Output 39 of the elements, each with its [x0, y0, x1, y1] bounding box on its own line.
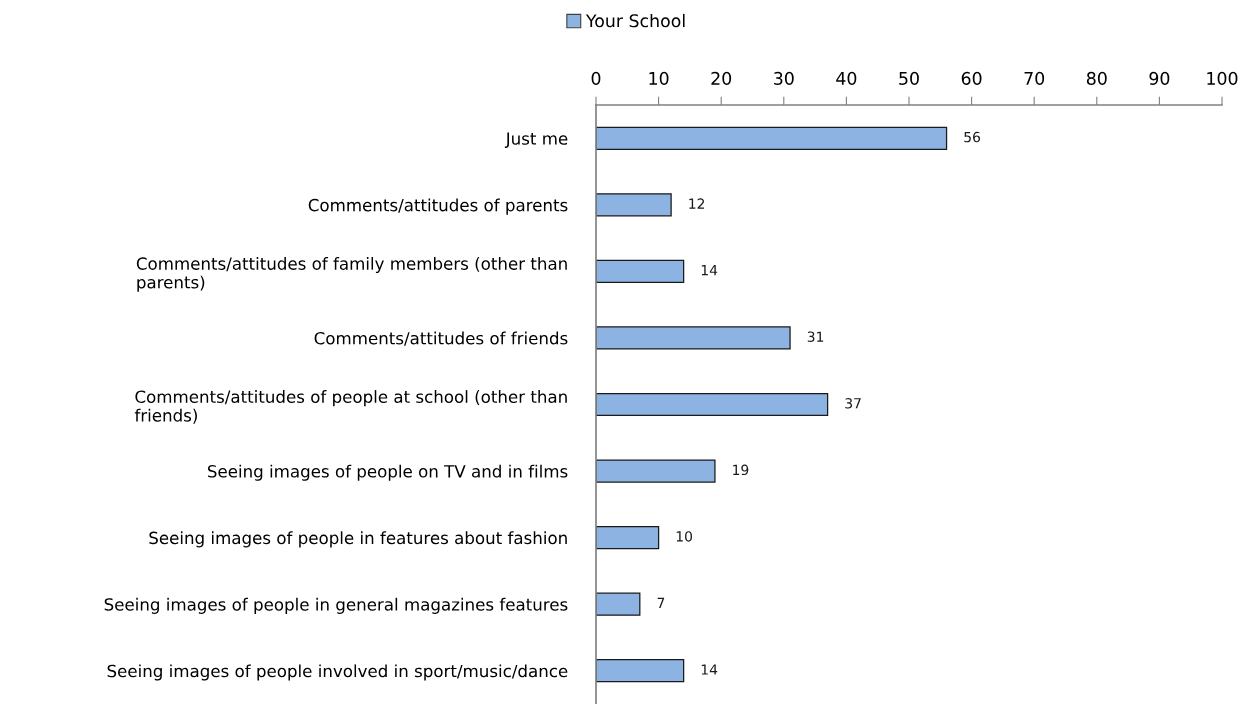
bar	[596, 126, 948, 150]
bar	[596, 392, 829, 417]
x-tick-label: 0	[591, 71, 601, 85]
y-tick-label: Seeing images of people in general magazines features	[104, 597, 568, 614]
x-tick-label: 40	[836, 71, 857, 85]
x-tick-label: 30	[774, 71, 794, 85]
bar	[596, 659, 685, 683]
y-tick-label: Comments/attitudes of friends	[314, 331, 568, 346]
data-label: 31	[807, 331, 824, 342]
bar	[596, 326, 791, 350]
legend-label: Your School	[585, 13, 685, 28]
data-label: 14	[701, 265, 718, 276]
y-tick-label: Just me	[504, 132, 568, 148]
y-tick-label: Seeing images of people involved in sport/music/dance	[107, 664, 568, 681]
x-tick-label: 80	[1086, 71, 1107, 85]
data-label: 14	[701, 664, 718, 675]
bar	[596, 193, 672, 217]
y-tick-label: Comments/attitudes of people at school (other than friends)	[134, 390, 567, 424]
x-tick-label: 50	[899, 71, 919, 85]
bar	[596, 592, 641, 616]
y-tick-label: Seeing images of people on TV and in films	[207, 464, 568, 481]
data-label: 19	[733, 464, 749, 476]
data-label: 56	[964, 131, 981, 143]
x-tick-label: 70	[1024, 71, 1045, 85]
y-tick-label: Comments/attitudes of family members (other than parents)	[136, 256, 567, 292]
y-tick-label: Seeing images of people in features about fashion	[149, 531, 567, 548]
x-tick-label: 60	[961, 71, 982, 85]
data-label: 7	[657, 597, 665, 608]
x-tick-label: 100	[1207, 71, 1238, 85]
data-label: 12	[689, 198, 705, 209]
data-label: 10	[676, 531, 693, 542]
data-label: 37	[845, 398, 861, 409]
bar	[596, 259, 685, 283]
x-tick-label: 90	[1149, 71, 1170, 85]
x-tick-label: 10	[649, 71, 669, 85]
y-tick-label: Comments/attitudes of parents	[308, 198, 568, 215]
bar	[596, 526, 660, 550]
x-tick-label: 20	[711, 71, 732, 85]
bar	[596, 459, 716, 483]
